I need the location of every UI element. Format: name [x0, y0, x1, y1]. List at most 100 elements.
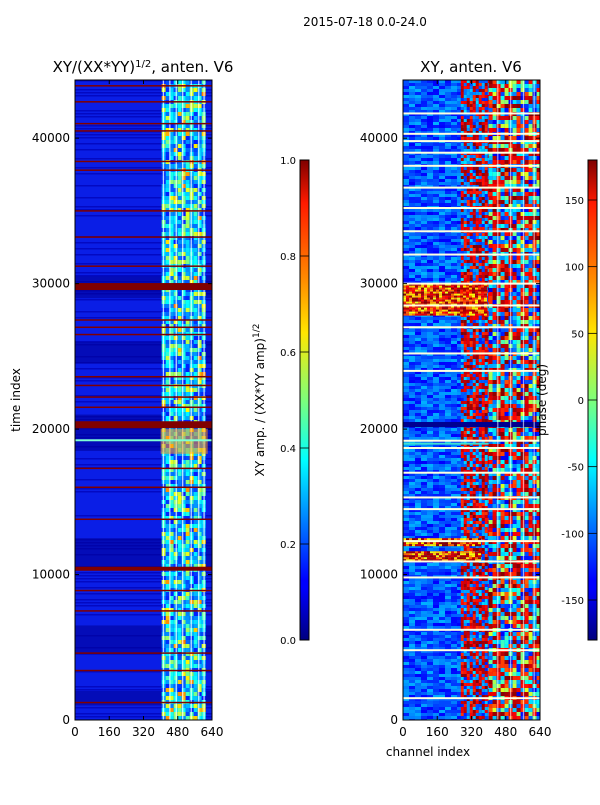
heatmap-cell: [409, 455, 415, 458]
heatmap-cell: [415, 572, 421, 575]
heatmap-cell: [421, 221, 427, 224]
heatmap-cell: [403, 602, 409, 605]
heatmap-cell: [421, 224, 427, 227]
heatmap-cell: [433, 155, 439, 158]
heatmap-cell: [461, 149, 464, 152]
heatmap-cell: [433, 455, 439, 458]
heatmap-cell: [186, 552, 190, 556]
heatmap-cell: [433, 680, 439, 683]
heatmap-cell: [166, 616, 170, 620]
heatmap-cell: [186, 532, 190, 536]
heatmap-cell: [479, 146, 482, 149]
heatmap-cell: [421, 713, 427, 716]
heatmap-cell: [166, 408, 170, 412]
heatmap-cell: [433, 656, 439, 659]
heatmap-cell: [421, 491, 427, 494]
heatmap-cell: [464, 191, 467, 194]
heatmap-cell: [178, 676, 182, 680]
heatmap-cell: [433, 617, 439, 620]
heatmap-cell: [194, 352, 198, 356]
heatmap-cell: [445, 143, 451, 146]
heatmap-cell: [415, 665, 421, 668]
heatmap-cell: [451, 335, 457, 338]
heatmap-cell: [415, 158, 421, 161]
heatmap-cell: [485, 170, 488, 173]
heatmap-cell: [427, 341, 433, 344]
heatmap-cell: [473, 89, 476, 92]
heatmap-cell: [445, 563, 451, 566]
heatmap-cell: [439, 92, 445, 95]
heatmap-cell: [409, 593, 415, 596]
heatmap-cell: [421, 263, 427, 266]
heatmap-cell: [427, 455, 433, 458]
heatmap-cell: [433, 167, 439, 170]
heatmap-cell: [445, 212, 451, 215]
heatmap-cell: [427, 452, 433, 455]
heatmap-cell: [445, 419, 451, 422]
heatmap-cell: [433, 377, 439, 380]
heatmap-cell: [439, 263, 445, 266]
heatmap-cell: [194, 496, 198, 500]
heatmap-cell: [445, 644, 451, 647]
heatmap-cell: [451, 485, 457, 488]
heatmap-cell: [427, 122, 433, 125]
heatmap-cell: [451, 599, 457, 602]
heatmap-cell: [409, 83, 415, 86]
heatmap-cell: [415, 386, 421, 389]
heatmap-cell: [445, 482, 451, 485]
heatmap-cell: [451, 662, 457, 665]
heatmap-cell: [421, 95, 427, 98]
heatmap-cell: [439, 680, 445, 683]
heatmap-cell: [421, 512, 427, 515]
heatmap-cell: [451, 398, 457, 401]
heatmap-cell: [476, 119, 479, 122]
heatmap-cell: [421, 149, 427, 152]
heatmap-saturated-row: [75, 407, 212, 409]
heatmap-cell: [178, 512, 182, 516]
heatmap-cell: [186, 712, 190, 716]
heatmap-cell: [445, 587, 451, 590]
heatmap-cell: [421, 635, 427, 638]
heatmap-cell: [415, 683, 421, 686]
heatmap-cell: [427, 416, 433, 419]
heatmap-cell: [194, 548, 198, 552]
heatmap-cell: [178, 364, 182, 368]
heatmap-cell: [409, 608, 415, 611]
heatmap-cell: [445, 524, 451, 527]
heatmap-cell: [166, 644, 170, 648]
heatmap-cell: [461, 122, 464, 125]
heatmap-cell: [415, 323, 421, 326]
heatmap-cell: [439, 710, 445, 713]
heatmap-cell: [485, 158, 488, 161]
heatmap-cell: [186, 356, 190, 360]
heatmap-cell: [433, 689, 439, 692]
heatmap-cell: [451, 320, 457, 323]
heatmap-cell: [166, 672, 170, 676]
heatmap-cell: [433, 137, 439, 140]
left-colorbar-label: XY amp. / (XX*YY amp)1/2: [252, 324, 267, 477]
heatmap-cell: [427, 548, 433, 551]
heatmap-cell: [433, 461, 439, 464]
heatmap-cell: [403, 683, 409, 686]
heatmap-cell: [445, 248, 451, 251]
heatmap-cell: [445, 671, 451, 674]
heatmap-cell: [445, 359, 451, 362]
x-tick-label: 480: [166, 725, 189, 739]
heatmap-cell: [403, 608, 409, 611]
heatmap-cell: [178, 136, 182, 140]
heatmap-cell: [415, 167, 421, 170]
heatmap-cell: [186, 572, 190, 576]
heatmap-cell: [403, 221, 409, 224]
heatmap-cell: [473, 143, 476, 146]
heatmap-cell: [403, 662, 409, 665]
heatmap-cell: [427, 257, 433, 260]
heatmap-cell: [415, 182, 421, 185]
heatmap-cell: [451, 611, 457, 614]
heatmap-cell: [467, 89, 470, 92]
heatmap-cell: [433, 458, 439, 461]
heatmap-cell: [178, 508, 182, 512]
heatmap-cell: [186, 576, 190, 580]
heatmap-cell: [470, 209, 473, 212]
heatmap-cell: [166, 356, 170, 360]
heatmap-cell: [409, 338, 415, 341]
